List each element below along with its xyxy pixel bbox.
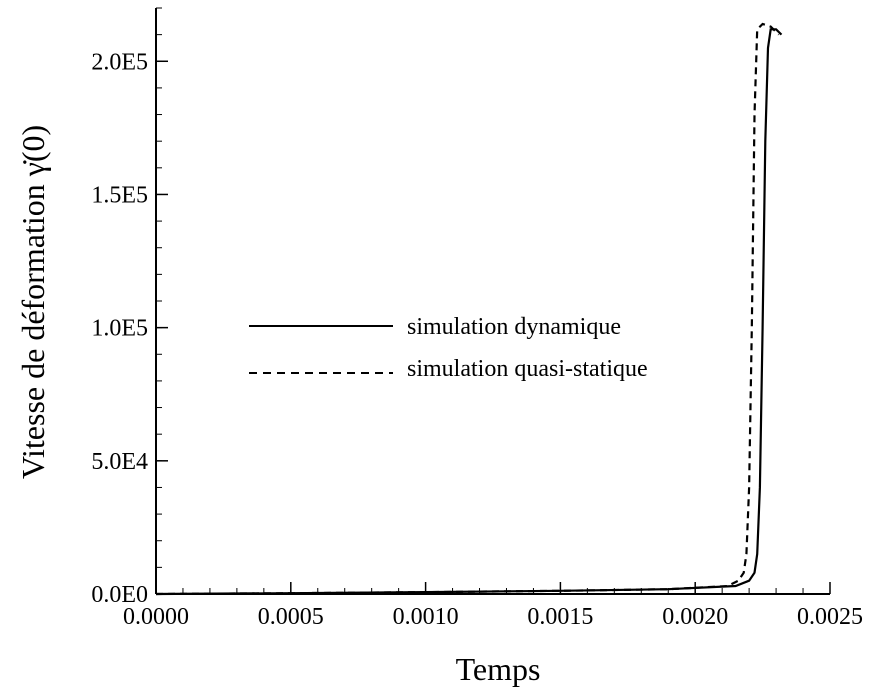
x-tick-label: 0.0000 xyxy=(123,604,189,630)
series-line-1 xyxy=(155,22,780,596)
data-series xyxy=(155,22,783,596)
y-tick-label: 1.0E5 xyxy=(91,316,148,342)
y-tick-label: 5.0E4 xyxy=(91,449,148,475)
axes xyxy=(155,8,830,595)
series-line-0 xyxy=(155,28,783,596)
y-tick-label: 0.0E0 xyxy=(91,582,148,608)
y-tick-label: 1.5E5 xyxy=(91,182,148,208)
x-axis-title: Temps xyxy=(456,651,541,687)
legend: simulation dynamique simulation quasi-st… xyxy=(249,314,648,382)
x-tick-label: 0.0010 xyxy=(393,604,459,630)
legend-label-dynamique: simulation dynamique xyxy=(407,314,621,340)
y-tick-label: 2.0E5 xyxy=(91,49,148,75)
legend-label-quasi-statique: simulation quasi-statique xyxy=(407,356,648,382)
x-tick-label: 0.0020 xyxy=(662,604,728,630)
axis-ticks: 0.0000 0.0005 0.0010 0.0015 0.0020 0.0025 0.0E… xyxy=(91,7,863,630)
y-axis-title: Vitesse de déformation γ̇(0) xyxy=(15,125,51,479)
x-tick-label: 0.0025 xyxy=(797,604,863,630)
x-tick-label: 0.0005 xyxy=(258,604,324,630)
x-tick-label: 0.0015 xyxy=(527,604,593,630)
